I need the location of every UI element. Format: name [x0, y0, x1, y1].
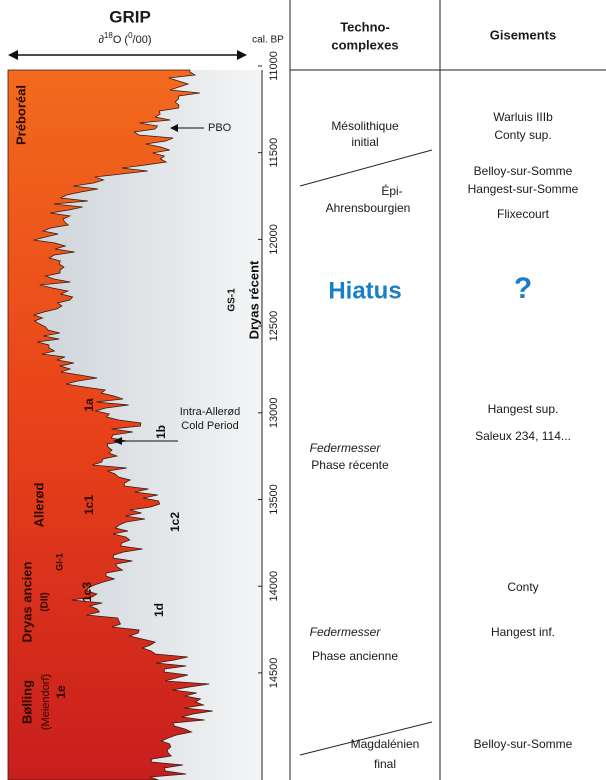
tick-label: 14000	[268, 571, 280, 602]
arrow-head	[113, 437, 122, 445]
techno: initial	[351, 135, 378, 149]
boundary	[299, 721, 433, 756]
label: 1c2	[168, 512, 182, 532]
label: (Meiendorf)	[40, 674, 52, 730]
label: 1b	[154, 425, 168, 439]
label: 1e	[54, 685, 68, 699]
label: Allerød	[31, 483, 46, 528]
label: Dryas récent	[246, 260, 261, 339]
techno-header: complexes	[331, 37, 398, 52]
label: 1c1	[82, 495, 96, 515]
tick-label: 13500	[268, 484, 280, 515]
tick-label: 11000	[268, 51, 280, 81]
label: 1a	[82, 398, 96, 412]
label: (DII)	[40, 592, 51, 611]
label: Dryas ancien	[19, 561, 34, 642]
techno: Magdalénien	[351, 737, 420, 751]
label: PBO	[208, 122, 232, 134]
techno: Phase ancienne	[312, 649, 398, 663]
arrow-head	[170, 124, 178, 132]
site: Conty	[507, 580, 538, 594]
tick-label: 11500	[268, 138, 280, 168]
tick-label: 14500	[268, 658, 280, 689]
hiatus: Hiatus	[328, 277, 401, 304]
label: Intra-Allerød	[180, 406, 241, 418]
techno: Phase récente	[311, 458, 389, 472]
label: 1d	[152, 603, 166, 617]
site: Belloy-sur-Somme	[474, 164, 573, 178]
axis-label: ∂18O (0/00)	[98, 31, 151, 46]
site: Hangest sup.	[488, 402, 559, 416]
tick-label: 13000	[268, 398, 280, 429]
site: Belloy-sur-Somme	[474, 737, 573, 751]
techno: final	[374, 757, 396, 771]
site: Hangest-sur-Somme	[468, 182, 579, 196]
boundary	[299, 149, 433, 187]
site: Flixecourt	[497, 207, 550, 221]
techno: Mésolithique	[331, 119, 399, 133]
tick-label: 12000	[268, 224, 280, 255]
label: 1c3	[80, 582, 94, 602]
sites-header: Gisements	[490, 27, 556, 42]
tick-label: 12500	[268, 311, 280, 342]
label: GI-1	[54, 553, 64, 571]
site: Warluis IIIb	[493, 110, 553, 124]
site: ?	[514, 272, 532, 305]
label: Bølling	[19, 680, 34, 724]
age-label: cal. BP	[252, 35, 284, 46]
label: Préboréal	[13, 85, 28, 145]
techno: Federmesser	[310, 441, 382, 455]
label: Cold Period	[181, 420, 238, 432]
techno: Federmesser	[310, 625, 382, 639]
techno: Épi-	[381, 183, 402, 198]
label: GS-1	[227, 288, 238, 312]
isotope-curve	[7, 69, 213, 780]
techno-header: Techno-	[340, 19, 390, 34]
site: Hangest inf.	[491, 625, 555, 639]
title: GRIP	[109, 7, 151, 26]
site: Saleux 234, 114...	[475, 429, 571, 443]
site: Conty sup.	[494, 128, 551, 142]
curve-labels: Préboréal Dryas récent GS-1 1a 1b 1c1 1c…	[13, 85, 261, 730]
techno: Ahrensbourgien	[326, 201, 411, 215]
